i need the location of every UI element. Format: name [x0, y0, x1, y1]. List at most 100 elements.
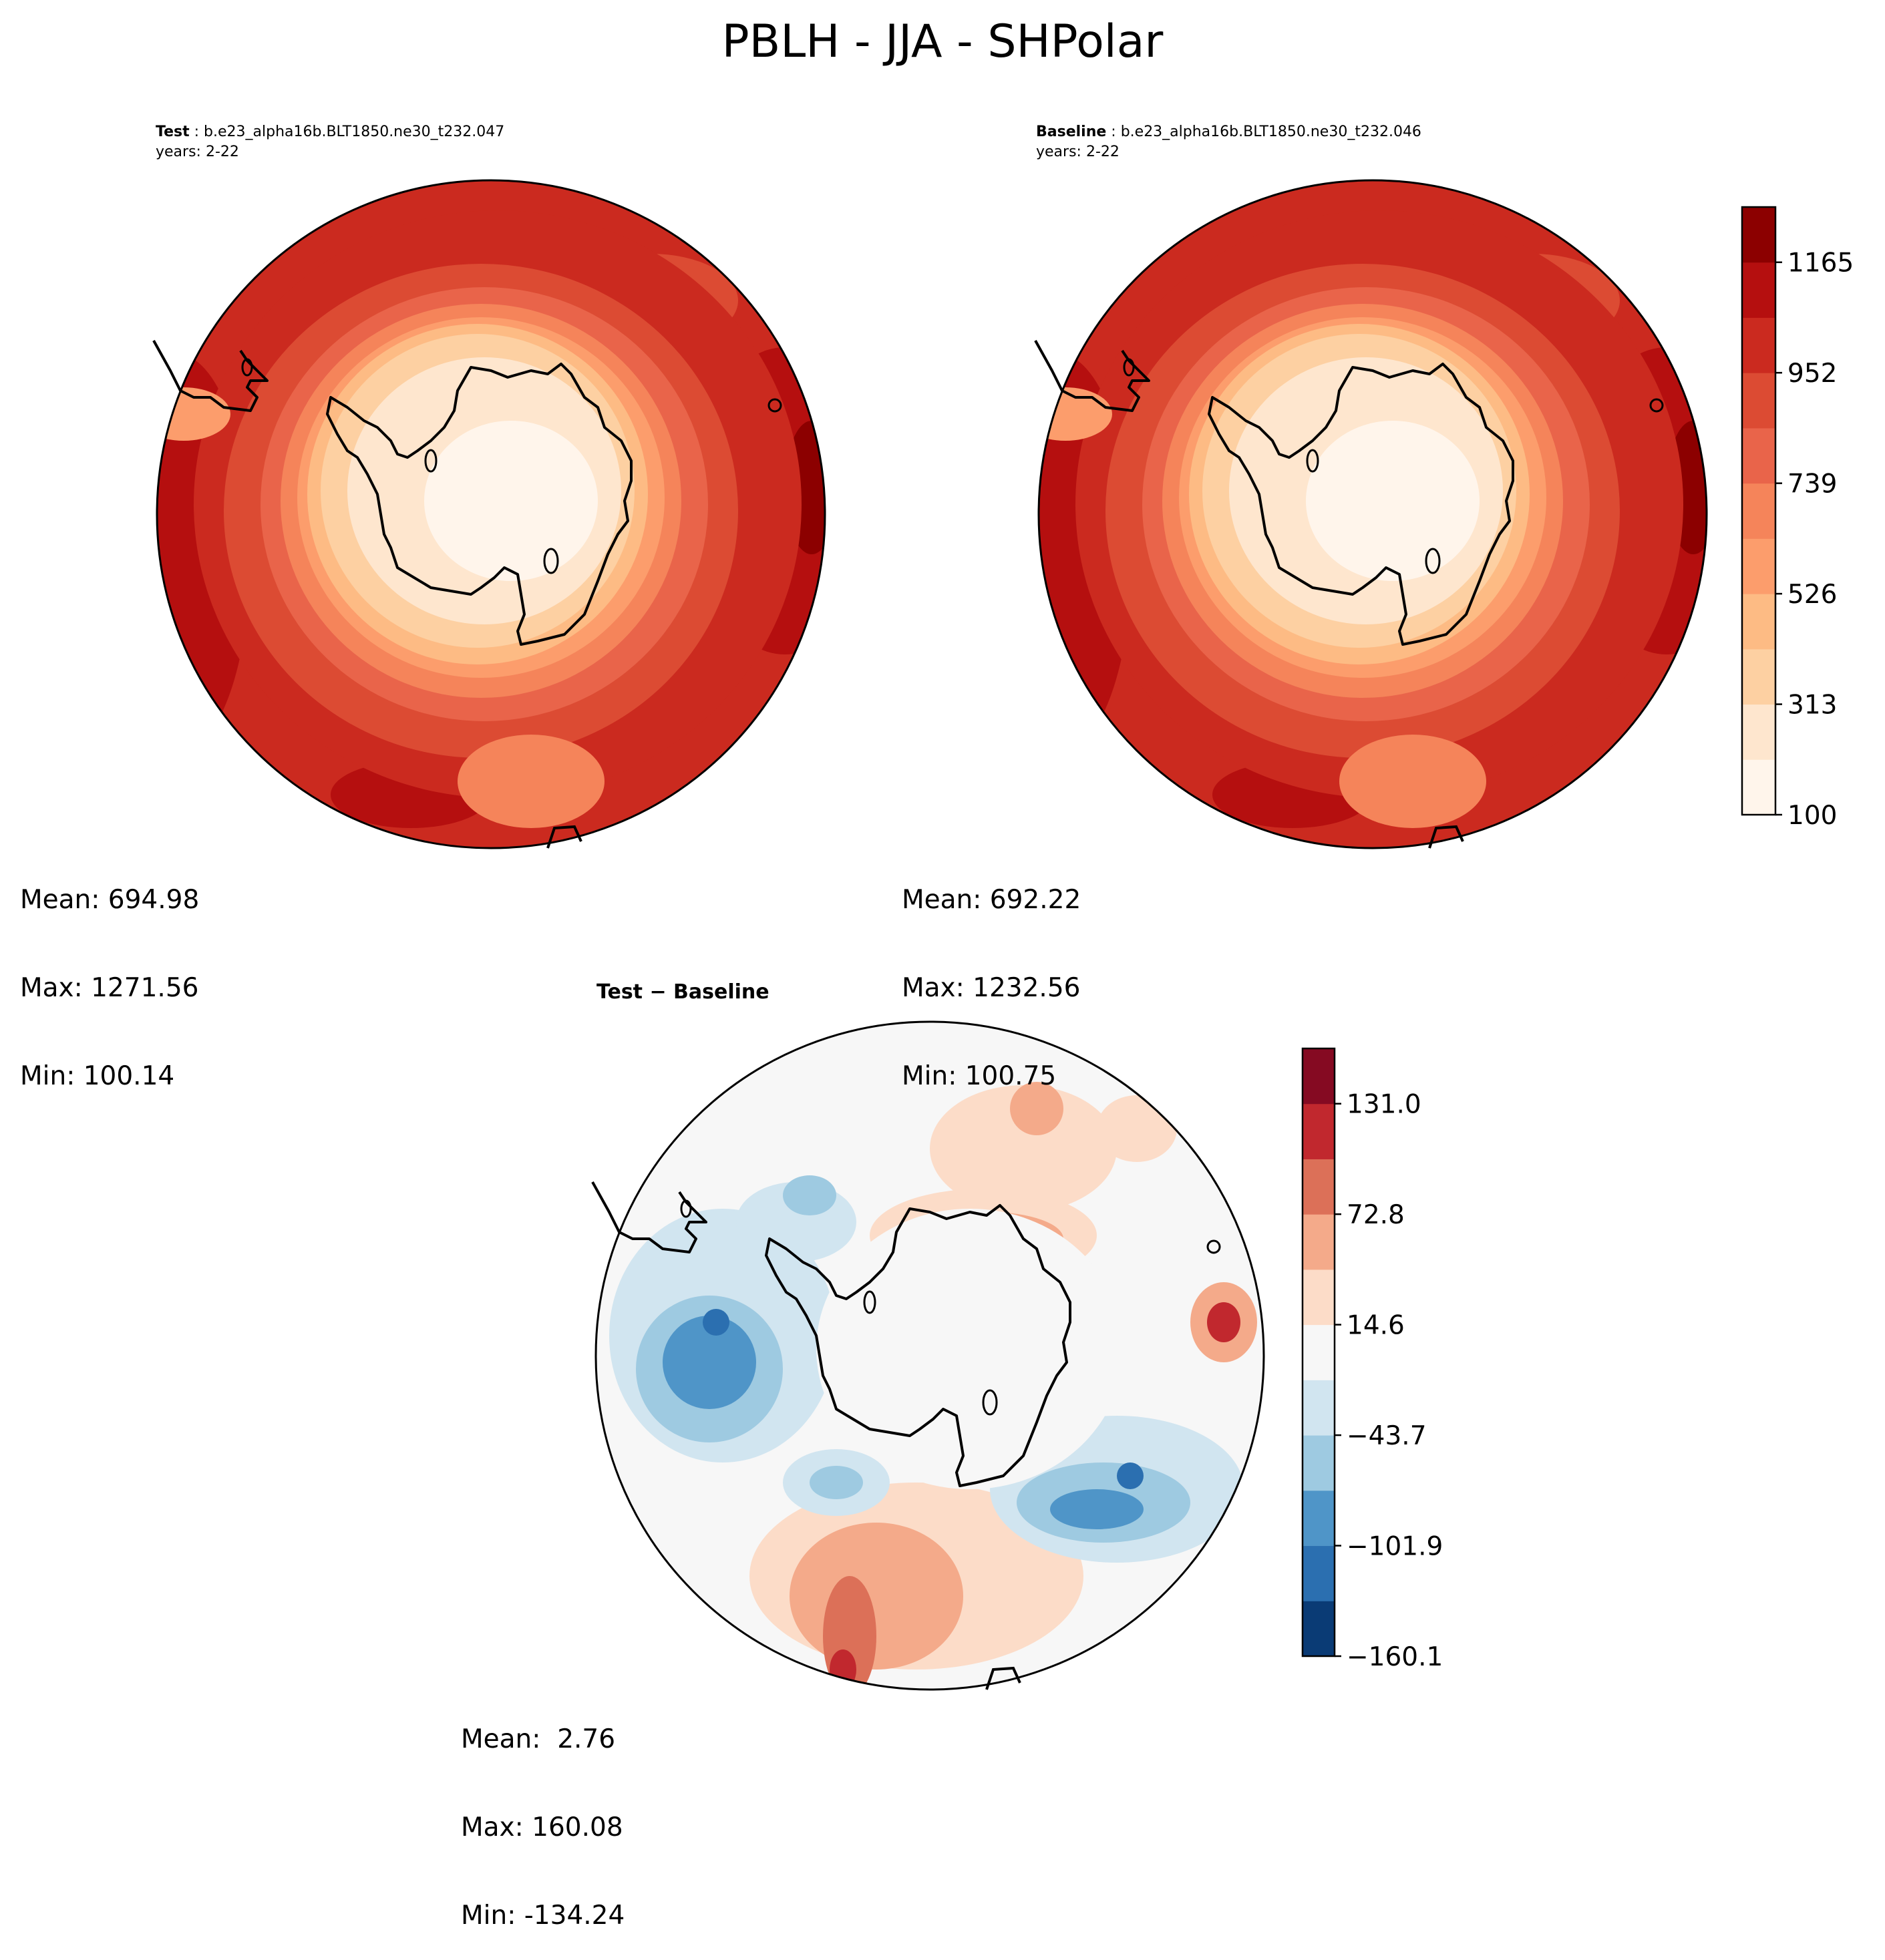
diff-stats: Mean: 2.76 Max: 160.08 Min: -134.24	[461, 1666, 625, 1960]
baseline-band-9	[1306, 421, 1480, 581]
diff-colorbar-segment-7	[1303, 1214, 1335, 1270]
diff-island-kerguelen	[1206, 1239, 1221, 1254]
baseline-new-zealand	[1428, 825, 1464, 849]
baseline-map-boundary	[1037, 179, 1708, 849]
diff-colorbar-segment-1	[1303, 1545, 1335, 1601]
diff-pos-east-core	[1207, 1302, 1240, 1342]
diff-colorbar-segment-5	[1303, 1324, 1335, 1380]
baseline-case-name: : b.e23_alpha16b.BLT1850.ne30_t232.046	[1106, 124, 1421, 140]
diff-antarctica	[765, 1204, 1071, 1487]
diff-colorbar-tick-label-1: 72.8	[1347, 1200, 1405, 1230]
diff-colorbar-segment-0	[1303, 1601, 1335, 1657]
baseline-south-america	[1034, 340, 1150, 412]
field-colorbar-segment-3	[1742, 594, 1775, 650]
diff-max: Max: 160.08	[461, 1812, 623, 1842]
diff-colorbar-segment-8	[1303, 1159, 1335, 1215]
test-island-ice-shelf	[543, 548, 559, 574]
diff-island-ice-shelf	[982, 1389, 998, 1416]
diff-pos-north-core	[1010, 1082, 1063, 1135]
field-colorbar-tick-label-4: 313	[1787, 691, 1837, 721]
diff-colorbar: 131.0 72.8 14.6 −43.7 −101.9 −160.1	[1301, 1047, 1443, 1672]
field-colorbar-segment-8	[1742, 317, 1775, 373]
diff-colorbar-segment-3	[1303, 1435, 1335, 1491]
field-colorbar-tick-label-2: 739	[1787, 469, 1837, 500]
diff-new-zealand	[985, 1666, 1021, 1690]
test-island-peninsula	[424, 449, 438, 473]
baseline-stats: Mean: 692.22 Max: 1232.56 Min: 100.75	[902, 827, 1081, 1121]
field-colorbar-segment-6	[1742, 427, 1775, 484]
test-stats: Mean: 694.98 Max: 1271.56 Min: 100.14	[20, 827, 199, 1121]
diff-colorbar-tick-label-0: 131.0	[1347, 1090, 1421, 1120]
baseline-case-label: Baseline : b.e23_alpha16b.BLT1850.ne30_t…	[1036, 122, 1421, 142]
diff-map-boundary	[594, 1020, 1265, 1691]
test-south-america	[152, 340, 269, 412]
test-case-name: : b.e23_alpha16b.BLT1850.ne30_t232.047	[189, 124, 505, 140]
diff-colorbar-tick-label-4: −101.9	[1347, 1532, 1443, 1562]
test-coastline	[152, 340, 782, 849]
diff-island-peninsula	[863, 1290, 876, 1314]
diff-map	[596, 1022, 1264, 1690]
field-colorbar: 1165 952 739 526 313 100	[1741, 206, 1854, 831]
baseline-island-falklands	[1123, 358, 1135, 377]
diff-neg-nw-core	[783, 1175, 836, 1215]
diff-min: Min: -134.24	[461, 1901, 625, 1931]
test-max: Max: 1271.56	[20, 973, 199, 1003]
field-colorbar-segment-5	[1742, 483, 1775, 539]
diff-field-layers	[596, 1022, 1264, 1690]
baseline-field-layers	[1039, 180, 1707, 848]
diff-colorbar-segment-10	[1303, 1048, 1335, 1105]
baseline-label-bold: Baseline	[1036, 124, 1107, 140]
diff-colorbar-segment-2	[1303, 1490, 1335, 1547]
diff-pos-south-max	[830, 1649, 856, 1690]
maps-canvas: 1165 952 739 526 313 100 131.0 72.8 14.6 −43.7 −1…	[152, 179, 1854, 1691]
diff-island-falklands	[680, 1199, 692, 1218]
baseline-island-peninsula	[1306, 449, 1319, 473]
baseline-min: Min: 100.75	[902, 1061, 1057, 1091]
field-colorbar-segment-9	[1742, 262, 1775, 318]
figure-title: PBLH - JJA - SHPolar	[721, 15, 1164, 68]
field-colorbar-tick-label-3: 526	[1787, 580, 1837, 610]
field-colorbar-segment-4	[1742, 538, 1775, 594]
test-antarctica	[326, 363, 633, 646]
test-case-label: Test : b.e23_alpha16b.BLT1850.ne30_t232.…	[156, 122, 504, 142]
diff-neg-southeast-peak	[1117, 1462, 1144, 1489]
baseline-south-america-patch	[1039, 387, 1112, 441]
field-colorbar-tick-label-5: 100	[1787, 801, 1837, 831]
diff-coastline	[591, 1181, 1221, 1690]
test-map	[157, 180, 825, 848]
diff-pos-northeast	[1097, 1095, 1177, 1162]
diff-neg-west-inner	[663, 1316, 756, 1409]
test-plume-south	[458, 735, 605, 828]
baseline-map	[1039, 180, 1707, 848]
diff-colorbar-tick-label-3: −43.7	[1347, 1421, 1427, 1451]
field-colorbar-segment-1	[1742, 704, 1775, 760]
test-label-bold: Test	[156, 124, 190, 140]
diff-neg-southeast-inner	[1050, 1489, 1144, 1529]
diff-neg-west-peak	[703, 1309, 729, 1336]
baseline-plume-south	[1339, 735, 1486, 828]
baseline-coastline	[1034, 340, 1664, 849]
diff-colorbar-tick-label-2: 14.6	[1347, 1311, 1405, 1341]
baseline-island-ice-shelf	[1425, 548, 1441, 574]
diff-mean: Mean: 2.76	[461, 1724, 616, 1754]
field-colorbar-tick-label-1: 952	[1787, 359, 1837, 389]
test-south-america-patch	[157, 387, 230, 441]
field-colorbar-segment-10	[1742, 207, 1775, 263]
test-field-layers	[157, 180, 825, 848]
diff-neg-south-small-core	[810, 1466, 863, 1499]
diff-title: Test − Baseline	[596, 980, 769, 1004]
field-colorbar-segment-0	[1742, 759, 1775, 815]
baseline-mean: Mean: 692.22	[902, 885, 1081, 915]
diff-colorbar-segment-6	[1303, 1269, 1335, 1326]
test-min: Min: 100.14	[20, 1061, 175, 1091]
test-band-9	[424, 421, 598, 581]
baseline-years-label: years: 2-22	[1036, 144, 1120, 160]
test-years-label: years: 2-22	[156, 144, 239, 160]
test-map-boundary	[156, 179, 826, 849]
diff-colorbar-segment-4	[1303, 1380, 1335, 1436]
field-colorbar-segment-7	[1742, 373, 1775, 429]
field-colorbar-frame	[1741, 206, 1777, 816]
test-island-falklands	[241, 358, 253, 377]
field-colorbar-tick-label-0: 1165	[1787, 248, 1854, 278]
diff-south-america	[591, 1181, 707, 1253]
